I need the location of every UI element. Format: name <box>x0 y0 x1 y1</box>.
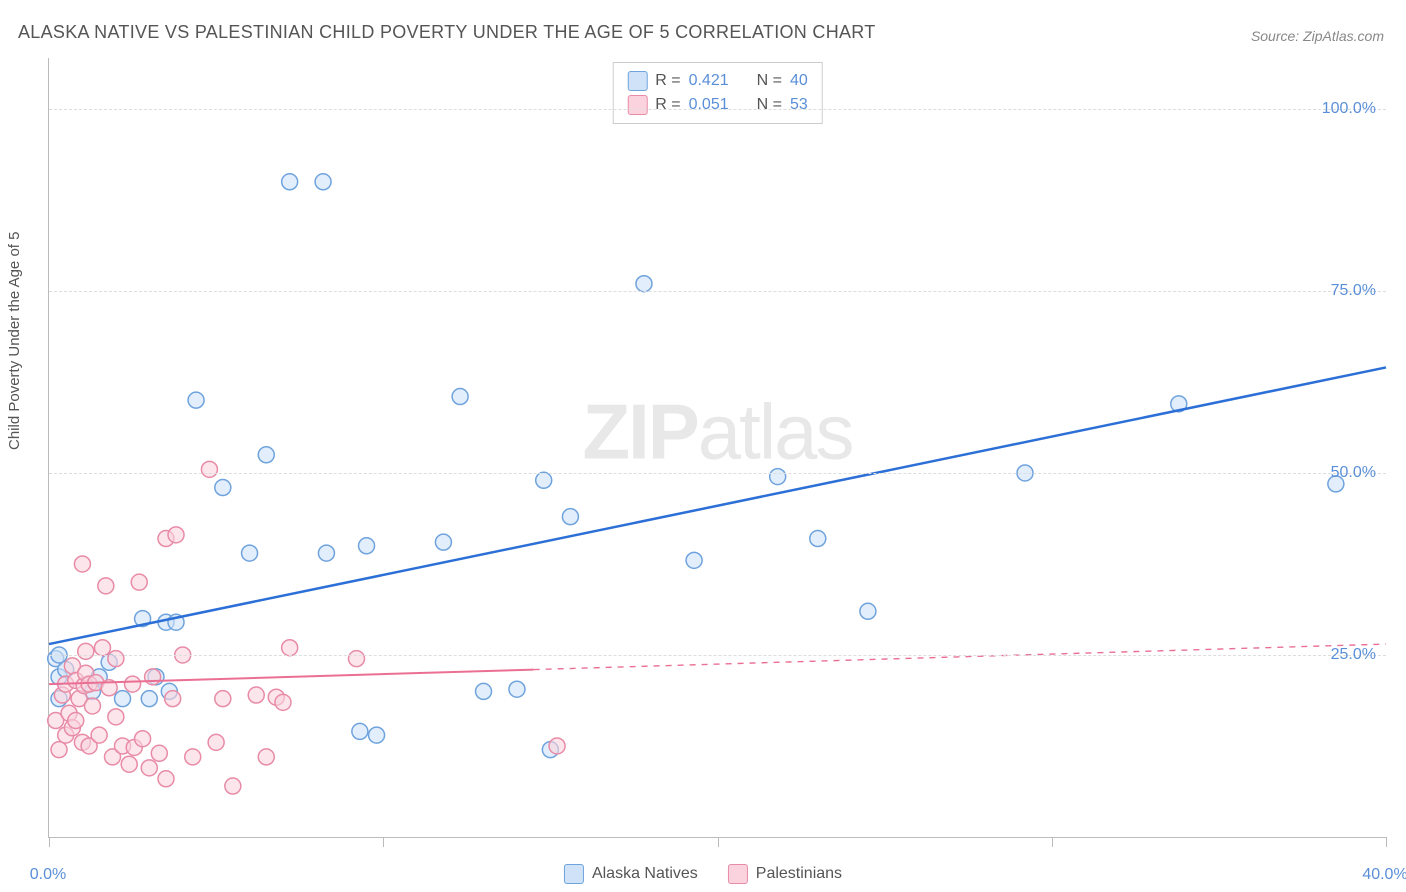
x-tick <box>383 837 384 847</box>
scatter-point <box>636 276 652 292</box>
scatter-point <box>315 174 331 190</box>
scatter-point <box>225 778 241 794</box>
scatter-point <box>282 174 298 190</box>
legend-r-value: 0.051 <box>689 96 729 114</box>
scatter-point <box>94 640 110 656</box>
x-tick <box>49 837 50 847</box>
legend-correlation-row: R = 0.421 N = 40 <box>627 69 808 93</box>
scatter-point <box>770 469 786 485</box>
scatter-point <box>208 734 224 750</box>
legend-n-label: N = <box>757 72 782 90</box>
chart-title: ALASKA NATIVE VS PALESTINIAN CHILD POVER… <box>18 22 876 43</box>
y-tick-label: 100.0% <box>1322 100 1376 118</box>
scatter-point <box>549 738 565 754</box>
legend-swatch <box>728 864 748 884</box>
scatter-point <box>352 723 368 739</box>
y-tick-label: 50.0% <box>1331 464 1376 482</box>
scatter-point <box>686 552 702 568</box>
x-tick <box>718 837 719 847</box>
legend-r-label: R = <box>655 96 680 114</box>
legend-swatch <box>627 71 647 91</box>
legend-series-item: Palestinians <box>728 864 842 884</box>
scatter-point <box>248 687 264 703</box>
scatter-point <box>141 691 157 707</box>
legend-n-value: 40 <box>790 72 808 90</box>
legend-swatch <box>564 864 584 884</box>
scatter-point <box>452 389 468 405</box>
x-tick <box>1052 837 1053 847</box>
scatter-point <box>258 447 274 463</box>
scatter-point <box>562 509 578 525</box>
scatter-point <box>215 480 231 496</box>
scatter-point <box>282 640 298 656</box>
y-tick-label: 75.0% <box>1331 282 1376 300</box>
scatter-point <box>135 731 151 747</box>
legend-r-value: 0.421 <box>689 72 729 90</box>
gridline <box>49 291 1386 292</box>
legend-correlation-row: R = 0.051 N = 53 <box>627 93 808 117</box>
scatter-point <box>108 709 124 725</box>
scatter-point <box>51 742 67 758</box>
gridline <box>49 109 1386 110</box>
chart-svg <box>49 58 1386 837</box>
legend-swatch <box>627 95 647 115</box>
gridline <box>49 473 1386 474</box>
legend-series-label: Alaska Natives <box>592 865 698 883</box>
scatter-point <box>98 578 114 594</box>
y-axis-label: Child Poverty Under the Age of 5 <box>6 232 23 450</box>
scatter-point <box>509 681 525 697</box>
scatter-point <box>68 713 84 729</box>
scatter-point <box>84 698 100 714</box>
scatter-point <box>141 760 157 776</box>
plot-area: ZIPatlas R =0.421N =40R =0.051N =53 25.0… <box>48 58 1386 838</box>
scatter-point <box>258 749 274 765</box>
scatter-point <box>476 683 492 699</box>
scatter-point <box>165 691 181 707</box>
scatter-point <box>74 556 90 572</box>
scatter-point <box>91 727 107 743</box>
scatter-point <box>536 472 552 488</box>
scatter-point <box>188 392 204 408</box>
scatter-point <box>151 745 167 761</box>
scatter-point <box>78 643 94 659</box>
legend-series: Alaska Natives Palestinians <box>564 864 842 884</box>
y-tick-label: 25.0% <box>1331 646 1376 664</box>
legend-series-label: Palestinians <box>756 865 842 883</box>
scatter-point <box>121 756 137 772</box>
legend-n-value: 53 <box>790 96 808 114</box>
scatter-point <box>359 538 375 554</box>
scatter-point <box>115 691 131 707</box>
trend-line-solid <box>49 367 1386 644</box>
trend-line-dashed <box>534 644 1386 670</box>
scatter-point <box>215 691 231 707</box>
scatter-point <box>242 545 258 561</box>
scatter-point <box>185 749 201 765</box>
scatter-point <box>275 694 291 710</box>
legend-n-label: N = <box>757 96 782 114</box>
scatter-point <box>810 531 826 547</box>
trend-line-solid <box>49 670 534 685</box>
legend-r-label: R = <box>655 72 680 90</box>
scatter-point <box>168 527 184 543</box>
x-tick <box>1386 837 1387 847</box>
scatter-point <box>108 651 124 667</box>
scatter-point <box>201 461 217 477</box>
scatter-point <box>435 534 451 550</box>
scatter-point <box>349 651 365 667</box>
legend-correlation: R = 0.421 N = 40 R = 0.051 N = 53 <box>612 62 823 124</box>
legend-series-item: Alaska Natives <box>564 864 698 884</box>
scatter-point <box>145 669 161 685</box>
scatter-point <box>860 603 876 619</box>
scatter-point <box>131 574 147 590</box>
x-tick-label: 0.0% <box>30 866 66 884</box>
scatter-point <box>125 676 141 692</box>
source-attribution: Source: ZipAtlas.com <box>1251 28 1384 44</box>
scatter-point <box>158 771 174 787</box>
gridline <box>49 655 1386 656</box>
x-tick-label: 40.0% <box>1362 866 1406 884</box>
scatter-point <box>369 727 385 743</box>
scatter-point <box>318 545 334 561</box>
